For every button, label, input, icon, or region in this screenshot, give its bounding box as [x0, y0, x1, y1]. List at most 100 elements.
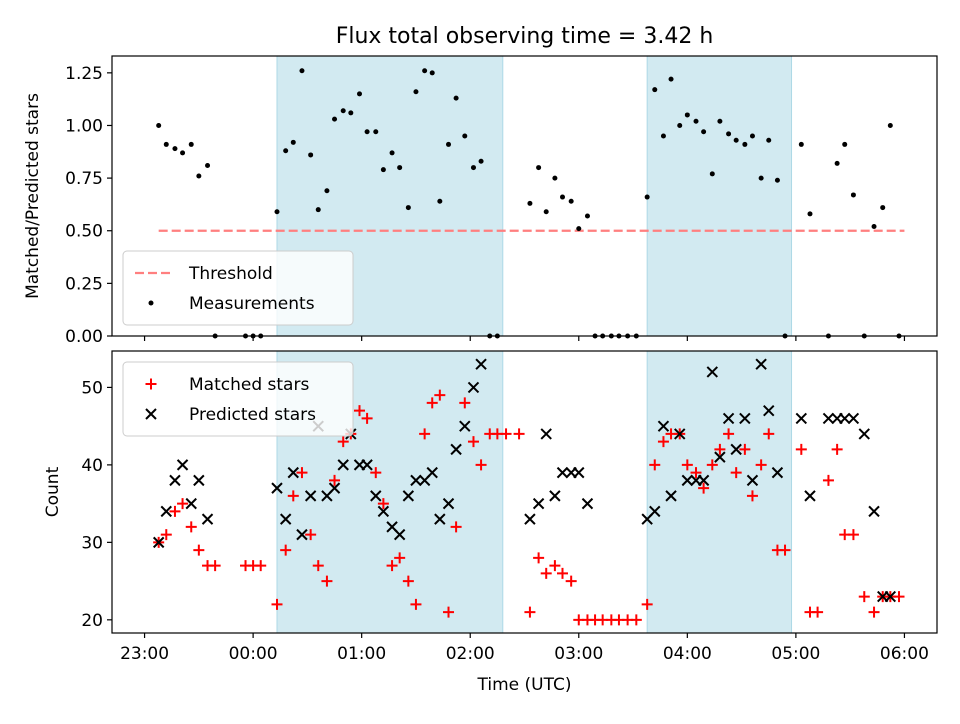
measurement-point	[652, 87, 658, 93]
x-tick-label: 00:00	[229, 644, 278, 664]
matched-star-point	[426, 397, 438, 409]
measurement-point	[668, 76, 674, 82]
matched-star-point	[706, 459, 718, 471]
measurement-point	[842, 141, 848, 147]
matched-star-point	[337, 436, 349, 448]
measurement-point	[290, 139, 296, 145]
matched-star-point	[177, 498, 189, 510]
measurement-point	[462, 133, 468, 139]
predicted-star-point	[549, 490, 561, 502]
measurement-point	[701, 129, 707, 135]
measurement-point	[422, 68, 428, 74]
measurement-point	[446, 141, 452, 147]
predicted-star-point	[581, 497, 594, 510]
matched-star-point	[763, 428, 775, 440]
predicted-star-point	[771, 466, 784, 479]
measurement-point	[172, 146, 178, 152]
predicted-star-point	[649, 505, 661, 518]
legend-label: Threshold	[188, 264, 273, 284]
matched-star-point	[321, 575, 333, 587]
matched-star-point	[831, 443, 843, 455]
measurement-point	[380, 167, 386, 173]
shaded-span	[646, 350, 793, 634]
predicted-star-point	[185, 497, 197, 510]
matched-star-point	[361, 412, 373, 424]
bottom-panel: 23:00 00:00 01:00 02:00 03:00 04:00 05:00 06:00…	[43, 350, 938, 664]
measurement-point	[709, 171, 715, 177]
matched-star-point	[681, 459, 693, 471]
matched-star-point	[402, 575, 414, 587]
measurement-point	[324, 188, 330, 194]
measurement-point	[274, 209, 280, 215]
predicted-star-point	[304, 490, 317, 502]
matched-star-point	[822, 474, 834, 486]
measurement-point	[156, 122, 162, 128]
predicted-star-point	[674, 428, 686, 440]
matched-star-point	[812, 606, 824, 618]
matched-star-point	[370, 467, 382, 479]
matched-star-point	[893, 591, 905, 603]
matched-star-point	[209, 560, 221, 572]
matched-star-point	[714, 443, 726, 455]
matched-star-point	[475, 459, 487, 471]
predicted-star-point	[442, 497, 455, 510]
y-tick-label: 50	[81, 378, 103, 398]
legend-label: Measurements	[189, 294, 315, 314]
top-panel: 0.00 0.25 0.50 0.75 1.00 1.25 Matched/Predicte…	[23, 55, 938, 347]
measurement-point	[834, 160, 840, 166]
matched-star-point	[305, 529, 317, 541]
matched-star-point	[329, 474, 341, 486]
x-tick-label: 02:00	[446, 644, 495, 664]
matched-star-point	[524, 606, 536, 618]
measurement-point	[871, 224, 877, 230]
matched-star-point	[657, 436, 669, 448]
predicted-star-point	[434, 513, 446, 525]
predicted-star-point	[755, 358, 767, 370]
matched-star-point	[394, 552, 406, 564]
y-axis-label: Matched/Predicted stars	[23, 93, 43, 299]
matched-star-point	[755, 459, 767, 471]
predicted-star-point	[657, 420, 670, 432]
measurement-point	[397, 165, 403, 171]
predicted-star-point	[467, 381, 480, 394]
measurement-point	[798, 141, 804, 147]
measurement-point	[887, 122, 893, 128]
matched-star-point	[467, 436, 479, 448]
predicted-star-point	[160, 505, 172, 518]
predicted-star-point	[722, 412, 735, 425]
matched-star-point	[419, 428, 431, 440]
measurement-point	[308, 152, 314, 158]
matched-star-point	[296, 467, 308, 479]
measurement-point	[470, 165, 476, 171]
measurement-point	[437, 198, 443, 204]
matched-star-point	[698, 482, 710, 494]
predicted-star-point	[287, 466, 299, 479]
matched-star-point	[255, 560, 267, 572]
legend-measurement-swatch	[148, 300, 154, 306]
axes-frame	[111, 55, 938, 337]
matched-star-point	[795, 443, 807, 455]
matched-star-point	[193, 544, 205, 556]
predicted-star-point	[556, 466, 569, 479]
measurement-point	[758, 175, 764, 181]
matched-star-point	[746, 490, 758, 502]
predicted-star-point	[868, 505, 880, 518]
measurement-point	[693, 118, 699, 124]
predicted-star-point	[714, 451, 726, 463]
measurement-point	[850, 192, 856, 198]
predicted-star-point	[739, 412, 751, 425]
matched-star-point	[540, 567, 552, 579]
predicted-star-point	[681, 474, 694, 487]
x-tick-label: 23:00	[120, 644, 169, 664]
legend-matched-swatch	[145, 378, 157, 390]
predicted-star-point	[402, 490, 415, 502]
measurement-point	[726, 131, 732, 137]
y-tick-label: 30	[81, 533, 103, 553]
predicted-star-point	[540, 428, 552, 440]
predicted-star-point	[193, 474, 205, 487]
legend-predicted-swatch	[145, 408, 157, 420]
measurement-point	[552, 175, 558, 181]
measurement-point	[807, 211, 813, 217]
predicted-star-point	[279, 513, 292, 525]
predicted-star-point	[665, 490, 677, 502]
